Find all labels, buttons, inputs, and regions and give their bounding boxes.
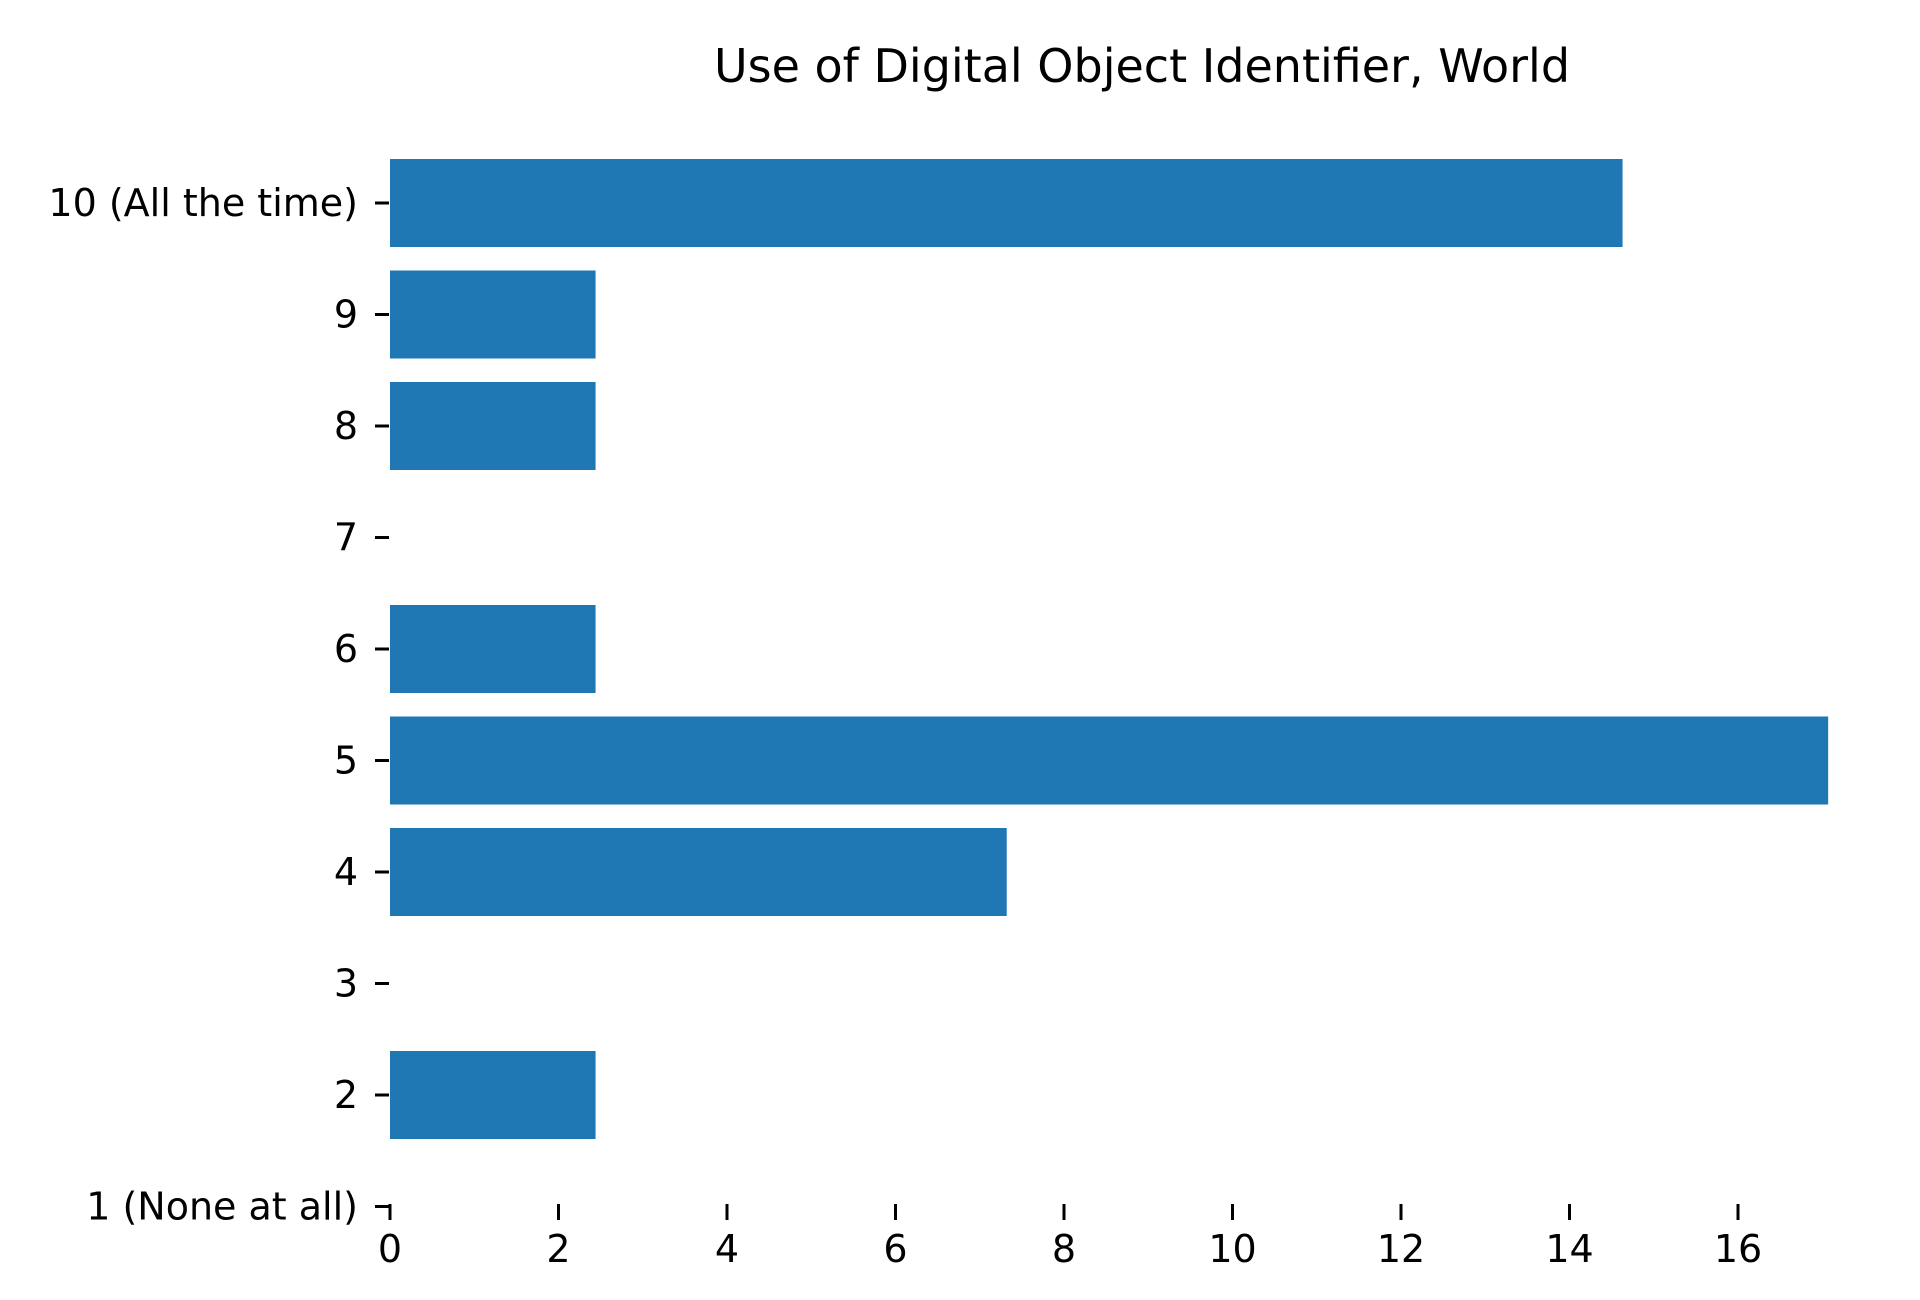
bar-4 [390,828,1007,916]
y-tick-label-1-none-at-all: 1 (None at all) [86,1185,358,1229]
x-tick-label-12: 12 [1377,1227,1425,1271]
x-tick-label-10: 10 [1208,1227,1256,1271]
x-tick-label-0: 0 [378,1227,402,1271]
y-axis: 1 (None at all) 2 3 4 5 6 7 8 9 10 (All the time) [48,181,389,1229]
x-tick-label-6: 6 [883,1227,907,1271]
y-tick-label-7: 7 [334,516,358,560]
chart-title: Use of Digital Object Identifier, World [714,39,1570,93]
bar-2 [390,1051,596,1139]
x-tick-label-4: 4 [715,1227,739,1271]
x-tick-label-14: 14 [1545,1227,1593,1271]
y-tick-label-3: 3 [334,962,358,1006]
y-tick-label-5: 5 [334,739,358,783]
y-tick-label-4: 4 [334,850,358,894]
y-tick-label-2: 2 [334,1073,358,1117]
bar-9 [390,270,596,359]
x-axis: 0 2 4 6 8 10 12 14 16 [378,1204,1762,1271]
bar-8 [390,382,596,470]
x-tick-label-8: 8 [1052,1227,1076,1271]
bars-layer [390,159,1829,1139]
y-tick-label-9: 9 [334,293,358,337]
x-tick-label-16: 16 [1714,1227,1762,1271]
bar-6 [390,605,596,693]
x-tick-label-2: 2 [546,1227,570,1271]
y-tick-label-10-all-the-time: 10 (All the time) [48,181,358,225]
bar-5 [390,716,1829,805]
y-tick-label-8: 8 [334,404,358,448]
bar-10-all-the-time [390,159,1623,247]
y-tick-label-6: 6 [334,627,358,671]
